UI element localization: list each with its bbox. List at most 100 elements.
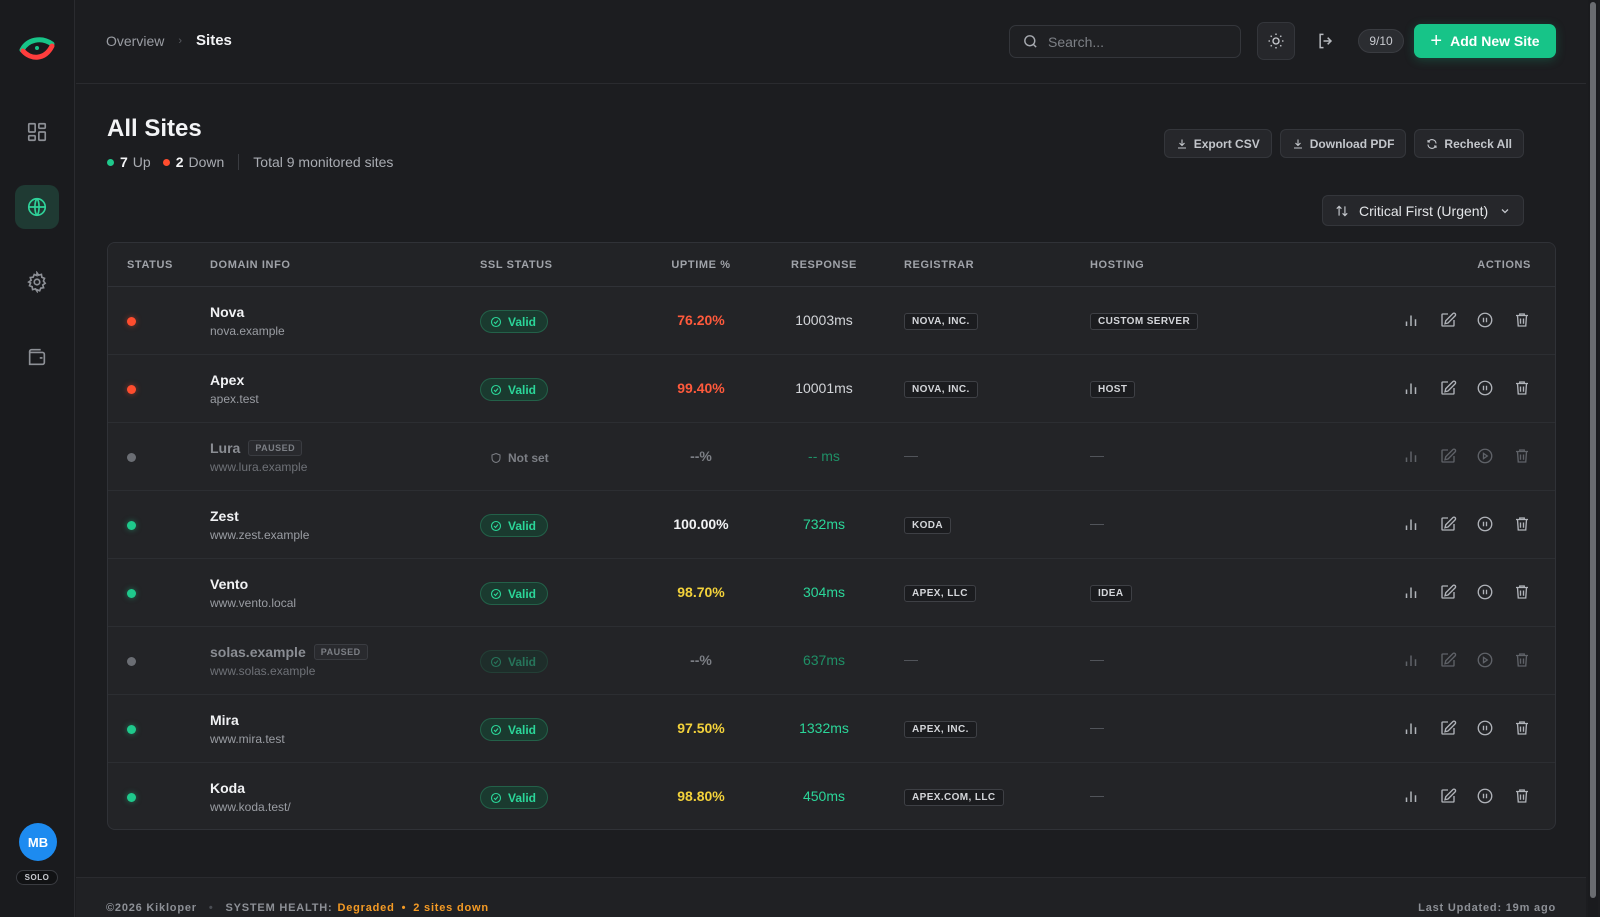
table-row[interactable]: Koda www.koda.test/ Valid 98.80% 450ms A…	[108, 763, 1555, 829]
stats-button[interactable]	[1402, 651, 1420, 674]
domain-info[interactable]: solas.example PAUSED www.solas.example	[210, 644, 368, 678]
edit-button[interactable]	[1439, 583, 1457, 606]
resume-button[interactable]	[1476, 651, 1494, 674]
logout-button[interactable]	[1313, 28, 1339, 54]
delete-button[interactable]	[1513, 583, 1531, 606]
edit-icon	[1441, 720, 1457, 735]
search-input[interactable]	[1048, 33, 1228, 50]
search-icon	[1024, 35, 1037, 48]
pause-button[interactable]	[1476, 787, 1494, 810]
response-time: 450ms	[802, 788, 846, 804]
nav-settings[interactable]	[15, 260, 59, 304]
pause-button[interactable]	[1476, 379, 1494, 402]
download-icon	[1293, 139, 1302, 149]
top-header: Overview › Sites 9/10 + Add New Site	[76, 0, 1586, 84]
stats-button[interactable]	[1402, 583, 1420, 606]
ssl-status-badge: Valid	[480, 514, 549, 537]
site-url: www.lura.example	[210, 460, 308, 474]
delete-button[interactable]	[1513, 719, 1531, 742]
domain-info[interactable]: Lura PAUSED www.lura.example	[210, 440, 307, 474]
site-name[interactable]: Apex	[210, 372, 245, 388]
delete-button[interactable]	[1513, 787, 1531, 810]
recheck-all-button[interactable]: Recheck All	[1414, 129, 1524, 158]
delete-button[interactable]	[1513, 515, 1531, 538]
site-name[interactable]: Koda	[210, 780, 245, 796]
column-status[interactable]: STATUS	[127, 259, 173, 271]
column-domain-info[interactable]: DOMAIN INFO	[210, 259, 291, 271]
ssl-status-label: Valid	[508, 314, 537, 329]
pause-button[interactable]	[1476, 583, 1494, 606]
add-new-site-button[interactable]: + Add New Site	[1414, 24, 1556, 58]
stats-button[interactable]	[1402, 787, 1420, 810]
edit-button[interactable]	[1439, 447, 1457, 470]
pause-button[interactable]	[1476, 311, 1494, 334]
chevron-right-icon: ›	[178, 34, 183, 47]
table-row[interactable]: solas.example PAUSED www.solas.example Va…	[108, 627, 1555, 695]
nav-sites[interactable]	[15, 185, 59, 229]
column-hosting[interactable]: HOSTING	[1090, 259, 1145, 271]
page-scrollbar[interactable]	[1588, 0, 1598, 917]
nav-billing[interactable]	[15, 335, 59, 379]
site-name[interactable]: Lura	[210, 440, 241, 456]
stats-button[interactable]	[1402, 515, 1420, 538]
edit-button[interactable]	[1439, 651, 1457, 674]
ssl-status-label: Valid	[508, 722, 537, 737]
delete-button[interactable]	[1513, 651, 1531, 674]
search-box[interactable]	[1009, 25, 1241, 58]
delete-button[interactable]	[1513, 379, 1531, 402]
edit-button[interactable]	[1439, 379, 1457, 402]
edit-button[interactable]	[1439, 311, 1457, 334]
resume-button[interactable]	[1476, 447, 1494, 470]
registrar-tag: APEX.COM, LLC	[904, 789, 1004, 806]
download-icon	[1177, 139, 1186, 149]
nav-dashboard[interactable]	[15, 110, 59, 154]
stats-button[interactable]	[1402, 379, 1420, 402]
site-name[interactable]: Vento	[210, 576, 249, 592]
scrollbar-thumb[interactable]	[1590, 2, 1596, 898]
stats-button[interactable]	[1402, 447, 1420, 470]
table-row[interactable]: Lura PAUSED www.lura.example Not set --% …	[108, 423, 1555, 491]
delete-button[interactable]	[1513, 447, 1531, 470]
status-indicator	[127, 317, 136, 326]
table-row[interactable]: Apex apex.test Valid 99.40% 10001ms NOVA…	[108, 355, 1555, 423]
table-row[interactable]: Nova nova.example Valid 76.20% 10003ms N…	[108, 287, 1555, 355]
site-name[interactable]: solas.example	[210, 644, 306, 660]
pause-button[interactable]	[1476, 515, 1494, 538]
site-name[interactable]: Nova	[210, 304, 245, 320]
brand-logo-icon[interactable]	[19, 34, 55, 62]
column-registrar[interactable]: REGISTRAR	[904, 259, 975, 271]
domain-info[interactable]: Apex apex.test	[210, 372, 259, 406]
sun-icon	[1268, 33, 1284, 49]
stats-button[interactable]	[1402, 311, 1420, 334]
sort-select[interactable]: Critical First (Urgent)	[1322, 195, 1524, 226]
delete-button[interactable]	[1513, 311, 1531, 334]
theme-toggle-button[interactable]	[1257, 22, 1295, 60]
row-actions	[1402, 379, 1531, 402]
edit-button[interactable]	[1439, 787, 1457, 810]
domain-info[interactable]: Zest www.zest.example	[210, 508, 309, 542]
table-body: Nova nova.example Valid 76.20% 10003ms N…	[108, 287, 1555, 829]
export-csv-button[interactable]: Export CSV	[1163, 129, 1272, 158]
stats-button[interactable]	[1402, 719, 1420, 742]
column-ssl-status[interactable]: SSL STATUS	[480, 259, 553, 271]
table-row[interactable]: Vento www.vento.local Valid 98.70% 304ms…	[108, 559, 1555, 627]
table-row[interactable]: Mira www.mira.test Valid 97.50% 1332ms A…	[108, 695, 1555, 763]
site-name[interactable]: Zest	[210, 508, 239, 524]
down-label: Down	[188, 154, 225, 170]
row-actions	[1402, 651, 1531, 674]
site-name[interactable]: Mira	[210, 712, 239, 728]
edit-button[interactable]	[1439, 515, 1457, 538]
table-row[interactable]: Zest www.zest.example Valid 100.00% 732m…	[108, 491, 1555, 559]
column-response[interactable]: RESPONSE	[791, 259, 857, 271]
edit-button[interactable]	[1439, 719, 1457, 742]
domain-info[interactable]: Mira www.mira.test	[210, 712, 285, 746]
breadcrumb-overview[interactable]: Overview	[106, 32, 165, 49]
download-pdf-button[interactable]: Download PDF	[1279, 129, 1407, 158]
column-uptime[interactable]: UPTIME %	[671, 259, 731, 271]
domain-info[interactable]: Vento www.vento.local	[210, 576, 296, 610]
pause-button[interactable]	[1476, 719, 1494, 742]
domain-info[interactable]: Koda www.koda.test/	[210, 780, 291, 814]
domain-info[interactable]: Nova nova.example	[210, 304, 285, 338]
up-dot-icon	[107, 158, 114, 166]
user-avatar[interactable]: MB	[19, 823, 57, 861]
